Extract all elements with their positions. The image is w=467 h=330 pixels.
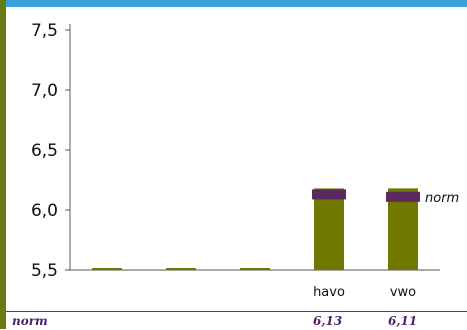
norm-marker xyxy=(312,189,346,200)
y-tick-label: 6,5 xyxy=(31,141,58,161)
norm-table-row: norm 6,13 6,11 xyxy=(6,311,467,330)
title-bar xyxy=(6,0,467,7)
x-tick-label: vwo xyxy=(390,285,416,300)
bar-chart: 5,5 6,0 6,5 7,0 7,5 havo vwo norm xyxy=(31,21,459,300)
y-tick-label: 6,0 xyxy=(31,201,58,221)
norm-value-vwo: 6,11 xyxy=(388,314,418,328)
left-accent-strip xyxy=(0,0,6,329)
bar xyxy=(388,188,418,270)
y-tick-label: 7,5 xyxy=(31,21,58,41)
bar xyxy=(240,268,270,270)
bar xyxy=(92,268,122,270)
bar xyxy=(166,268,196,270)
norm-row-label: norm xyxy=(12,314,48,328)
y-tick-label: 7,0 xyxy=(31,81,58,101)
y-tick-label: 5,5 xyxy=(31,261,58,281)
bar xyxy=(314,188,344,270)
x-tick-label: havo xyxy=(313,285,345,300)
norm-value-havo: 6,13 xyxy=(313,314,343,328)
norm-legend-label: norm xyxy=(425,191,459,206)
norm-marker xyxy=(386,191,420,202)
